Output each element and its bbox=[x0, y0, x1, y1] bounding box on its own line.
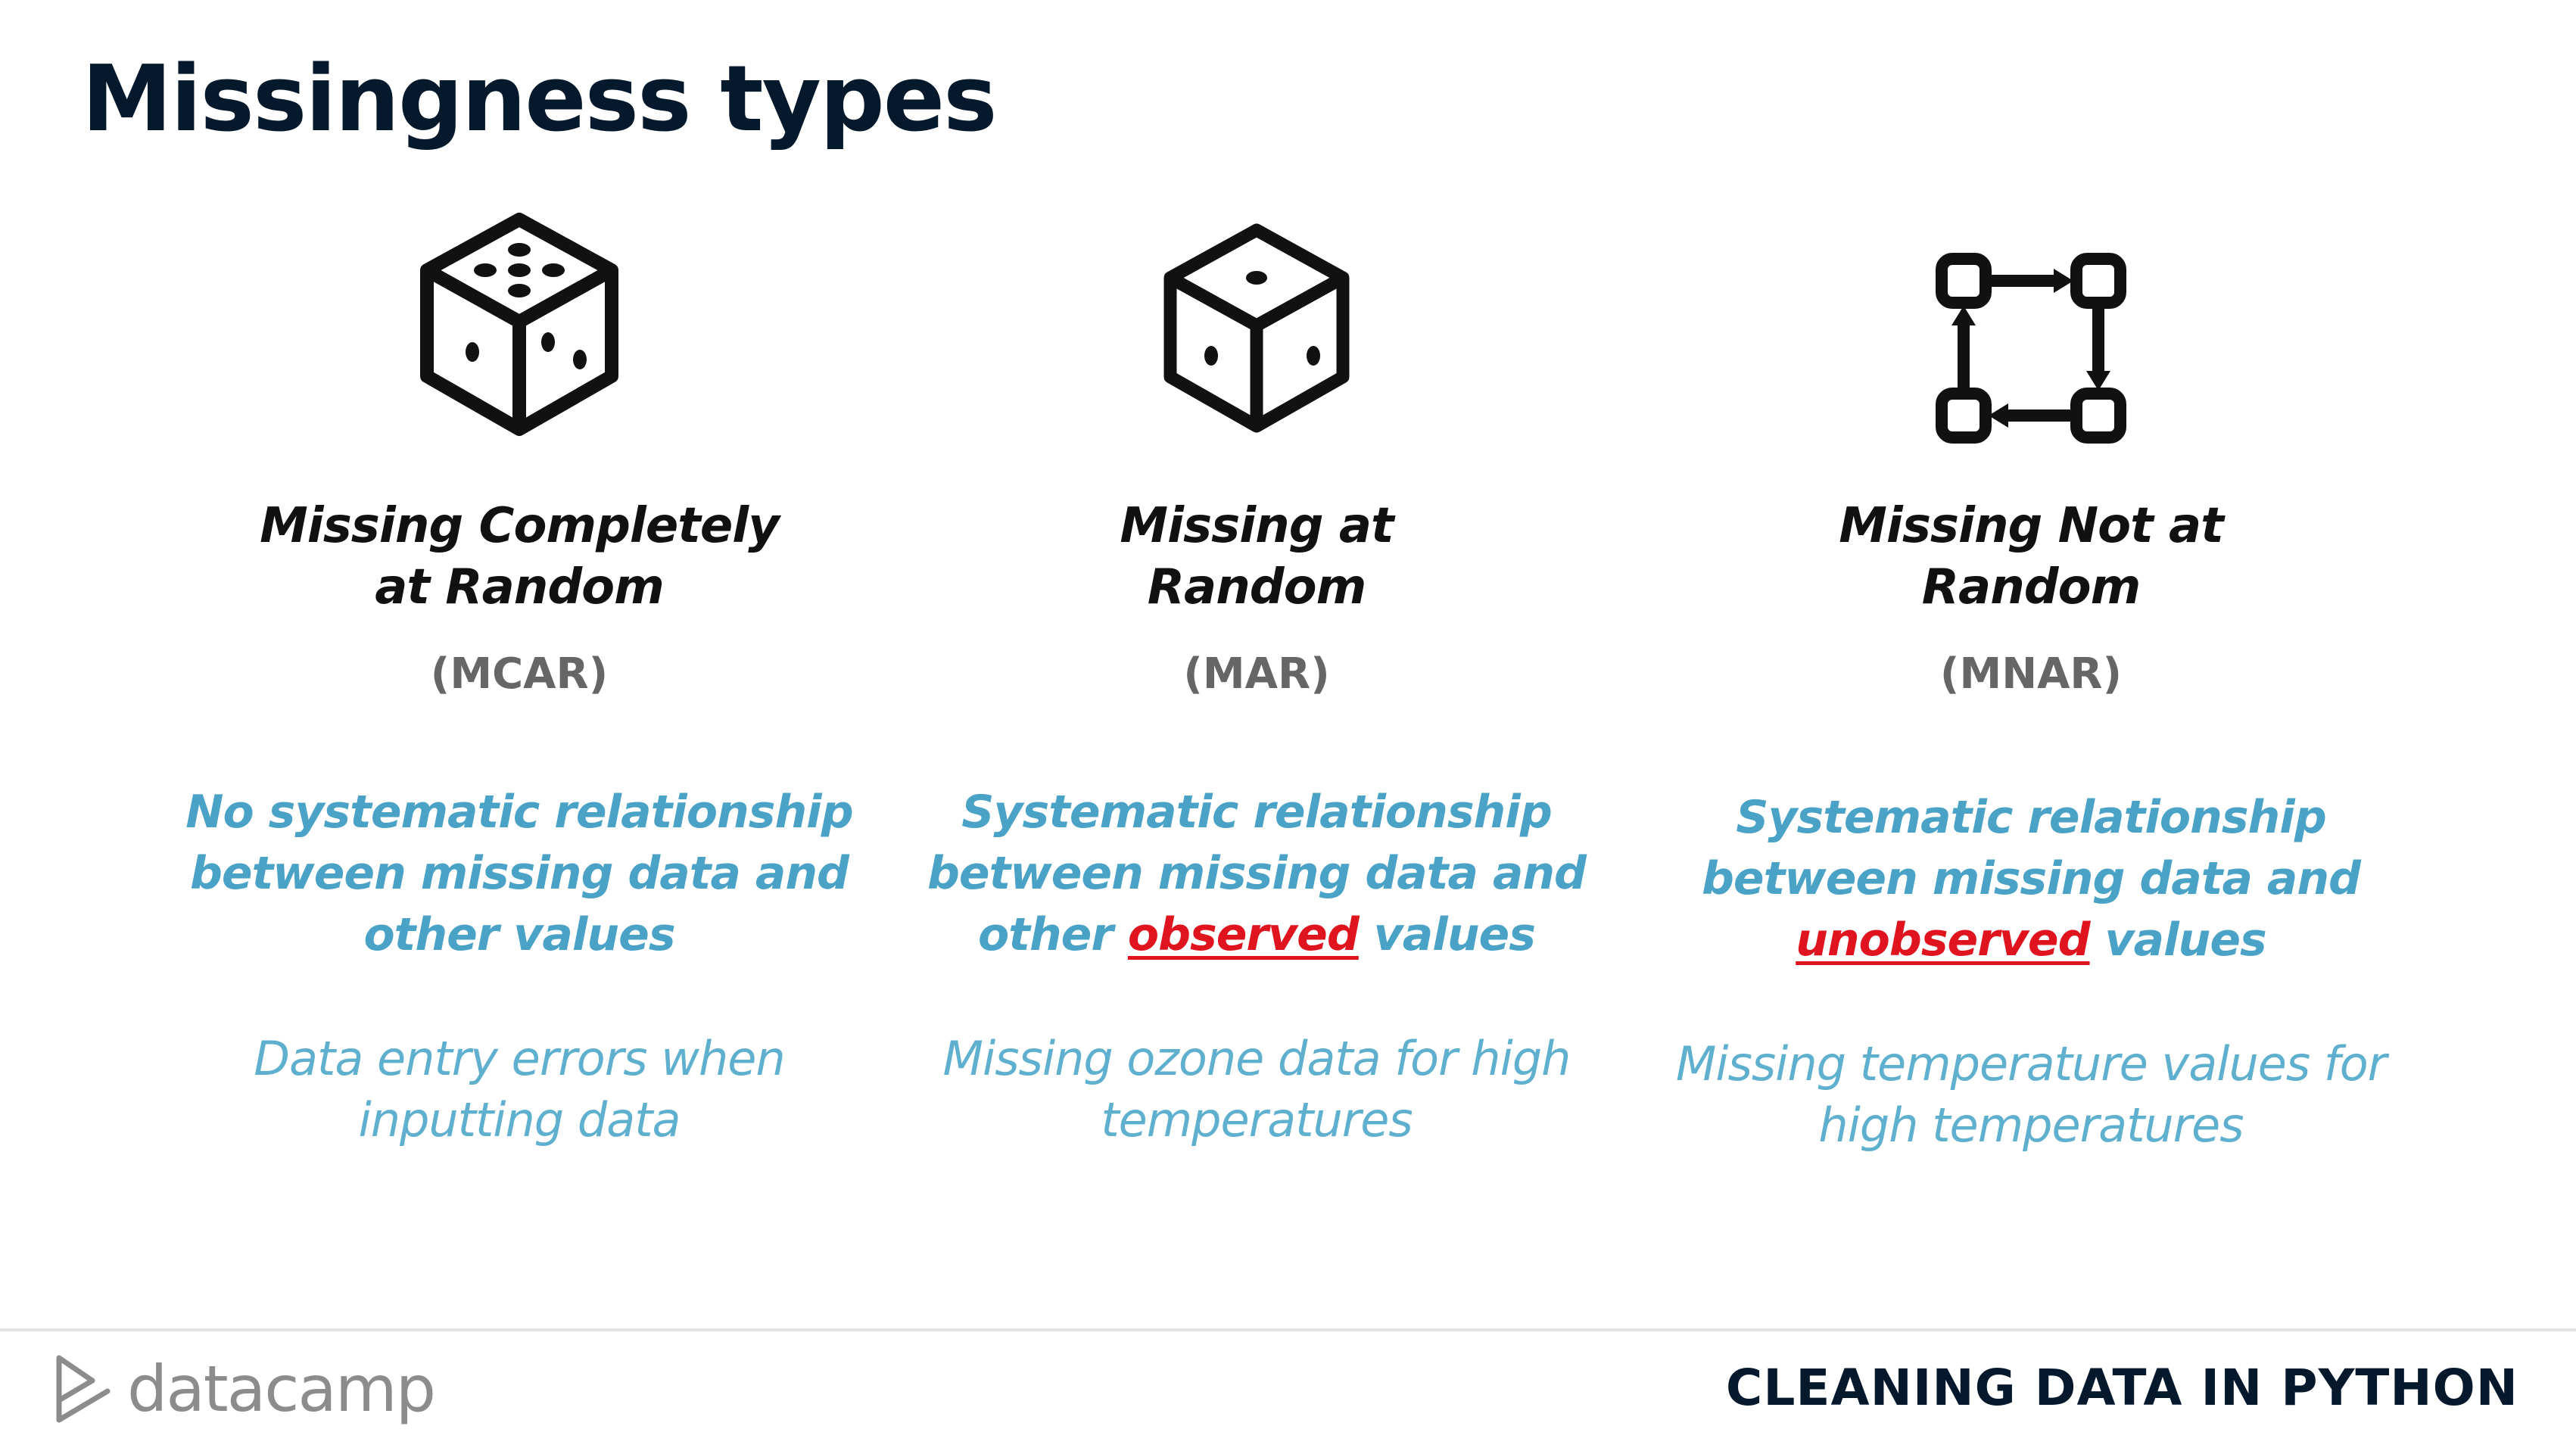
mcar-example-line1: Data entry errors when bbox=[254, 1031, 785, 1086]
mar-desc-line3: other observed values bbox=[893, 905, 1620, 966]
mcar-desc-line3-text: other values bbox=[363, 908, 675, 961]
mar-title-line2: Random bbox=[1147, 559, 1367, 615]
mcar-desc-line1: No systematic relationship bbox=[185, 786, 853, 839]
mar-description: Systematic relationship between missing … bbox=[893, 782, 1620, 966]
mnar-abbr: (MNAR) bbox=[1939, 649, 2123, 699]
mnar-description: Systematic relationship between missing … bbox=[1668, 787, 2394, 971]
mnar-example: Missing temperature values for high temp… bbox=[1668, 1033, 2394, 1156]
mar-title-line1: Missing at bbox=[1120, 498, 1394, 554]
cycle-nodes-icon bbox=[1668, 250, 2394, 447]
course-title: CLEANING DATA IN PYTHON bbox=[1725, 1359, 2518, 1417]
datacamp-logo: datacamp bbox=[53, 1347, 436, 1431]
mar-desc-line2: between missing data and bbox=[927, 847, 1587, 900]
mnar-title-line2: Random bbox=[1921, 559, 2141, 615]
mnar-title: Missing Not at Random bbox=[1668, 496, 2394, 618]
mcar-title-line2: at Random bbox=[375, 559, 665, 615]
mnar-desc-line1: Systematic relationship bbox=[1736, 791, 2327, 844]
mar-desc-line3-post: values bbox=[1358, 908, 1536, 961]
datacamp-mark-icon bbox=[56, 1355, 111, 1422]
mcar-title-line1: Missing Completely bbox=[260, 498, 780, 554]
dice-five-icon bbox=[156, 208, 883, 443]
mar-title: Missing at Random bbox=[893, 496, 1620, 618]
mar-example-line2: temperatures bbox=[1101, 1092, 1413, 1147]
mcar-description: No systematic relationship between missi… bbox=[156, 782, 883, 966]
logo-wordmark: datacamp bbox=[127, 1352, 436, 1426]
mcar-desc-line3: other values bbox=[156, 905, 883, 966]
mar-example: Missing ozone data for high temperatures bbox=[893, 1028, 1620, 1151]
mar-desc-line1: Systematic relationship bbox=[961, 786, 1553, 839]
mcar-example: Data entry errors when inputting data bbox=[156, 1028, 883, 1151]
mnar-desc-line3-post: values bbox=[2089, 914, 2266, 967]
mcar-example-line2: inputting data bbox=[358, 1092, 681, 1147]
mnar-desc-line2: between missing data and bbox=[1701, 852, 2361, 905]
mcar-title: Missing Completely at Random bbox=[156, 496, 883, 618]
dice-one-icon bbox=[893, 220, 1620, 439]
mcar-desc-line2: between missing data and bbox=[189, 847, 849, 900]
mnar-example-line2: high temperatures bbox=[1818, 1098, 2244, 1153]
mar-abbr: (MAR) bbox=[1183, 649, 1330, 699]
mnar-desc-line3: unobserved values bbox=[1668, 910, 2394, 971]
mnar-title-line1: Missing Not at bbox=[1839, 498, 2224, 554]
footer-divider bbox=[0, 1328, 2576, 1331]
mnar-emphasis-unobserved: unobserved bbox=[1796, 914, 2090, 967]
slide-title: Missingness types bbox=[82, 47, 998, 152]
mar-emphasis-observed: observed bbox=[1127, 908, 1360, 961]
mar-desc-line3-pre: other bbox=[978, 908, 1128, 961]
mar-example-line1: Missing ozone data for high bbox=[942, 1031, 1571, 1086]
mcar-abbr: (MCAR) bbox=[430, 649, 609, 699]
mnar-example-line1: Missing temperature values for bbox=[1675, 1036, 2387, 1091]
